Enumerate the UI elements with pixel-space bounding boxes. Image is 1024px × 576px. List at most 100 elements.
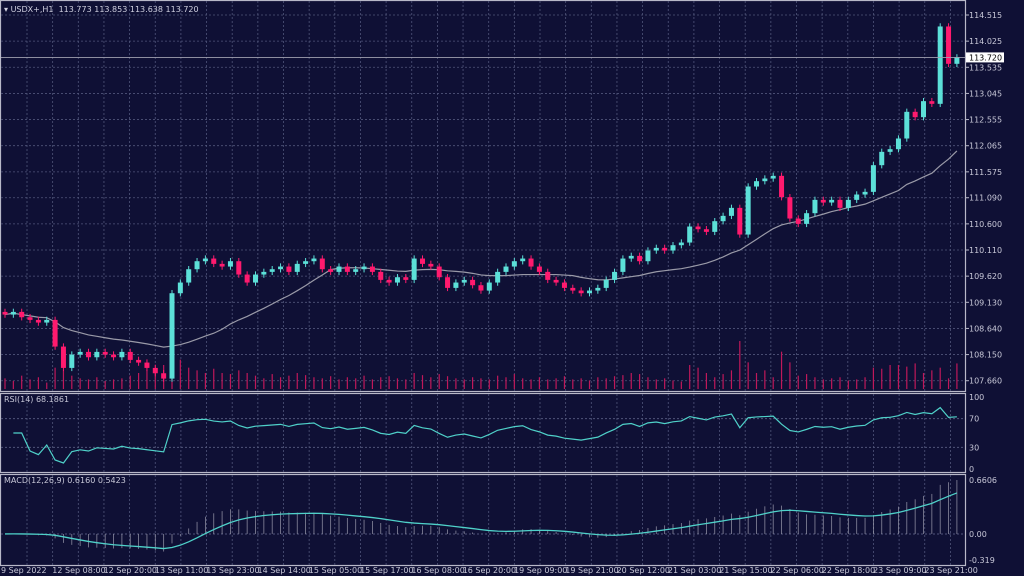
candle <box>637 252 643 265</box>
candle-body <box>770 175 776 179</box>
time-axis-label: 14 Sep 14:00 <box>258 566 311 575</box>
candle-body <box>587 290 592 294</box>
candle <box>403 274 409 284</box>
candle-body <box>862 191 868 195</box>
candle-body <box>2 311 8 315</box>
candle-body <box>102 351 108 355</box>
price-tick-label: 108.150 <box>969 351 1002 360</box>
candle-body <box>77 351 83 355</box>
candle <box>929 97 935 108</box>
candle-body <box>737 207 743 235</box>
candle <box>202 255 208 265</box>
candle-body <box>60 346 66 368</box>
candle-body <box>10 311 16 315</box>
candle <box>269 266 275 276</box>
candle <box>578 287 584 297</box>
candle-body <box>520 258 526 262</box>
candle <box>177 279 183 297</box>
candle-body <box>870 165 876 192</box>
candle <box>378 268 384 284</box>
candle-body <box>912 111 918 118</box>
candle <box>161 370 167 382</box>
candle-body <box>511 261 517 267</box>
symbol: USDX+,H1 <box>10 5 54 14</box>
price-tick-label: 112.065 <box>969 142 1002 151</box>
candle-body <box>779 175 785 198</box>
candle-body <box>787 197 793 219</box>
candle-body <box>269 269 275 272</box>
candle-body <box>495 271 501 283</box>
candle-body <box>946 26 952 64</box>
candle <box>486 279 492 294</box>
price-tick-label: 110.110 <box>969 246 1002 255</box>
rsi-tick-label: 30 <box>969 443 979 452</box>
candle <box>411 255 417 284</box>
candle <box>127 348 133 364</box>
candle-body <box>762 178 768 182</box>
candle-body <box>336 266 342 272</box>
candle-body <box>303 261 309 264</box>
candle-body <box>236 261 242 275</box>
candle-body <box>921 101 926 118</box>
candle-body <box>261 271 267 275</box>
candle <box>236 258 242 278</box>
candle-body <box>536 266 542 272</box>
candle <box>520 255 526 265</box>
candle-body <box>194 261 200 270</box>
candle <box>628 252 634 262</box>
candle-body <box>202 258 208 262</box>
candle-body <box>561 282 567 288</box>
candle-body <box>720 215 726 222</box>
price-tick-label: 111.090 <box>969 194 1002 203</box>
candle-body <box>319 258 325 270</box>
candle-body <box>728 207 734 216</box>
candle <box>319 255 325 273</box>
candle <box>745 183 751 238</box>
current-price-label: 113.720 <box>969 53 1002 62</box>
chart-title: ▾ USDX+,H1 113.773 113.853 113.638 113.7… <box>4 5 199 14</box>
candle <box>152 364 158 377</box>
candle-body <box>428 263 434 267</box>
price-tick-label: 109.130 <box>969 298 1002 307</box>
candle <box>211 255 217 268</box>
candle-body <box>553 279 559 283</box>
candle <box>887 145 893 156</box>
candle <box>545 268 551 284</box>
candle-body <box>344 266 350 272</box>
candle <box>461 276 467 286</box>
candle-body <box>937 26 943 104</box>
candle <box>219 260 225 270</box>
candle-body <box>829 199 835 203</box>
candle <box>328 266 334 276</box>
candle <box>820 196 826 206</box>
rsi-tick-label: 70 <box>969 415 979 424</box>
candle <box>921 97 926 121</box>
candle <box>954 54 960 68</box>
candle-body <box>445 277 451 288</box>
candle-body <box>328 269 334 272</box>
candle <box>453 279 459 292</box>
candle-body <box>687 226 693 243</box>
candle <box>44 316 50 326</box>
candle-body <box>503 266 509 272</box>
ohlc-low: 113.638 <box>129 5 163 14</box>
candle-body <box>954 57 960 64</box>
candle-body <box>35 319 41 323</box>
candle <box>503 263 509 276</box>
time-axis-label: 19 Sep 21:00 <box>565 566 618 575</box>
candle <box>303 258 309 268</box>
candle <box>428 260 434 270</box>
candle <box>695 223 701 233</box>
candle <box>27 314 33 324</box>
candle <box>478 282 484 294</box>
time-axis-label: 16 Sep 08:00 <box>411 566 464 575</box>
rsi-line <box>13 406 957 464</box>
dropdown-triangle-icon[interactable]: ▾ <box>4 5 11 14</box>
candle-body <box>628 255 634 259</box>
candle-body <box>286 266 292 272</box>
candle <box>35 316 41 326</box>
candle-body <box>420 258 425 264</box>
price-tick-label: 114.515 <box>969 11 1002 20</box>
time-axis-label: 21 Sep 03:00 <box>668 566 721 575</box>
